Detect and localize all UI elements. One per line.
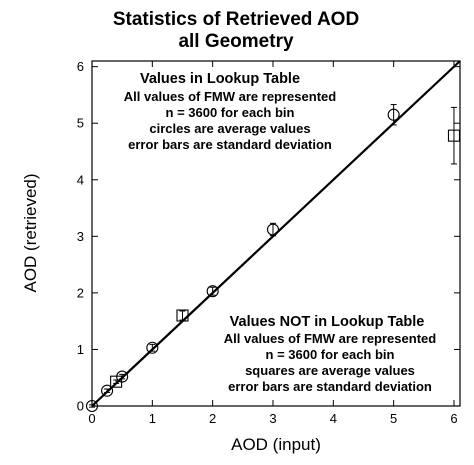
x-tick-label-5: 5 bbox=[390, 411, 397, 426]
annotation-2-line-4: squares are average values bbox=[245, 363, 415, 378]
annotation-1-line-4: circles are average values bbox=[149, 121, 310, 136]
annotation-2-line-3: n = 3600 for each bin bbox=[266, 347, 395, 362]
x-tick-label-1: 1 bbox=[149, 411, 156, 426]
circle-point-1 bbox=[101, 384, 114, 397]
x-tick-label-6: 6 bbox=[450, 411, 457, 426]
annotation-1-line-2: All values of FMW are represented bbox=[124, 89, 336, 104]
y-tick-label-3: 3 bbox=[77, 229, 84, 244]
x-axis-label: AOD (input) bbox=[231, 435, 321, 454]
x-tick-label-2: 2 bbox=[209, 411, 216, 426]
y-tick-label-2: 2 bbox=[77, 285, 84, 300]
square-point-1 bbox=[176, 309, 189, 322]
annotation-lookup-table: Values in Lookup Table All values of FMW… bbox=[124, 71, 336, 152]
annotation-not-lookup-table: Values NOT in Lookup Table All values of… bbox=[224, 314, 436, 394]
data-marks bbox=[85, 104, 461, 413]
circle-point-0 bbox=[85, 399, 99, 413]
square-point-0 bbox=[110, 375, 123, 388]
x-tick-label-0: 0 bbox=[88, 411, 95, 426]
x-tick-label-4: 4 bbox=[330, 411, 337, 426]
plot-frame bbox=[91, 60, 461, 407]
annotation-1-line-5: error bars are standard deviation bbox=[128, 137, 332, 152]
annotation-2-line-2: All values of FMW are represented bbox=[224, 331, 436, 346]
y-tick-label-0: 0 bbox=[77, 399, 84, 414]
chart-title-line-1: Statistics of Retrieved AOD bbox=[113, 9, 359, 30]
circle-point-5 bbox=[266, 223, 280, 236]
y-tick-label-5: 5 bbox=[77, 116, 84, 131]
axis-ticks: 0 1 2 3 4 5 6 0 1 2 3 4 5 6 bbox=[77, 59, 460, 426]
annotation-2-heading: Values NOT in Lookup Table bbox=[230, 314, 425, 330]
circle-point-6 bbox=[387, 108, 400, 121]
circle-point-3 bbox=[146, 341, 159, 354]
annotation-1-line-3: n = 3600 for each bin bbox=[166, 105, 295, 120]
annotation-2-line-5: error bars are standard deviation bbox=[228, 379, 432, 394]
annotation-1-heading: Values in Lookup Table bbox=[140, 71, 300, 87]
square-point-2 bbox=[447, 129, 461, 142]
y-tick-label-6: 6 bbox=[77, 59, 84, 74]
y-tick-label-1: 1 bbox=[77, 342, 84, 357]
circle-point-4 bbox=[206, 285, 219, 298]
y-axis-label: AOD (retrieved) bbox=[21, 173, 40, 292]
chart-title-line-2: all Geometry bbox=[178, 31, 294, 52]
x-tick-label-3: 3 bbox=[269, 411, 276, 426]
y-tick-label-4: 4 bbox=[77, 172, 84, 187]
